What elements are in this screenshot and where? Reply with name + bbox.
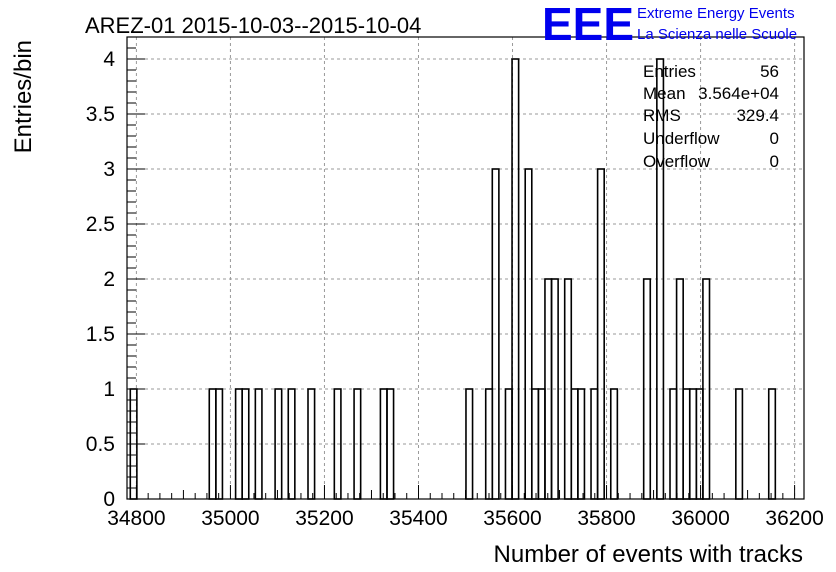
- stats-underflow-value: 0: [770, 129, 779, 148]
- x-tick-label: 36200: [765, 507, 823, 530]
- stats-overflow-label: Overflow: [643, 152, 711, 171]
- stats-entries-label: Entries: [643, 62, 696, 81]
- axis-ticks: [127, 36, 796, 500]
- y-tick-label: 4: [103, 48, 115, 71]
- x-tick-label: 35400: [389, 507, 447, 530]
- stats-rms-value: 329.4: [736, 106, 779, 125]
- y-tick-labels: 0 0.5 1 1.5 2 2.5 3 3.5 4: [86, 48, 116, 511]
- y-tick-label: 3.5: [86, 103, 115, 126]
- logo-line-1: Extreme Energy Events: [637, 5, 795, 22]
- eee-logo: EEE Extreme Energy Events La Scienza nel…: [542, 0, 797, 50]
- stats-overflow-value: 0: [770, 152, 779, 171]
- x-tick-label: 35000: [201, 507, 259, 530]
- chart-title: AREZ-01 2015-10-03--2015-10-04: [85, 13, 421, 38]
- x-tick-label: 35600: [483, 507, 541, 530]
- y-tick-label: 0: [103, 488, 115, 511]
- stats-underflow-label: Underflow: [643, 129, 720, 148]
- y-axis-label: Entries/bin: [10, 40, 37, 153]
- stats-mean-label: Mean: [643, 84, 686, 103]
- x-tick-labels: 34800 35000 35200 35400 35600 35800 36000 36200: [107, 507, 824, 530]
- stats-mean-value: 3.564e+04: [698, 84, 779, 103]
- x-tick-label: 35200: [295, 507, 353, 530]
- x-tick-label: 36000: [671, 507, 729, 530]
- y-tick-label: 2.5: [86, 213, 115, 236]
- x-tick-label: 34800: [107, 507, 165, 530]
- y-tick-label: 0.5: [86, 433, 115, 456]
- stats-entries-value: 56: [760, 62, 779, 81]
- stats-rms-label: RMS: [643, 106, 681, 125]
- stats-box: Entries 56 Mean 3.564e+04 RMS 329.4 Unde…: [643, 62, 779, 171]
- y-tick-label: 1.5: [86, 323, 115, 346]
- y-tick-label: 1: [103, 378, 115, 401]
- logo-line-2: La Scienza nelle Scuole: [637, 26, 797, 43]
- eee-logo-mark: EEE: [542, 0, 634, 50]
- x-tick-label: 35800: [577, 507, 635, 530]
- x-axis-label: Number of events with tracks: [494, 541, 803, 568]
- y-tick-label: 3: [103, 158, 115, 181]
- y-tick-label: 2: [103, 268, 115, 291]
